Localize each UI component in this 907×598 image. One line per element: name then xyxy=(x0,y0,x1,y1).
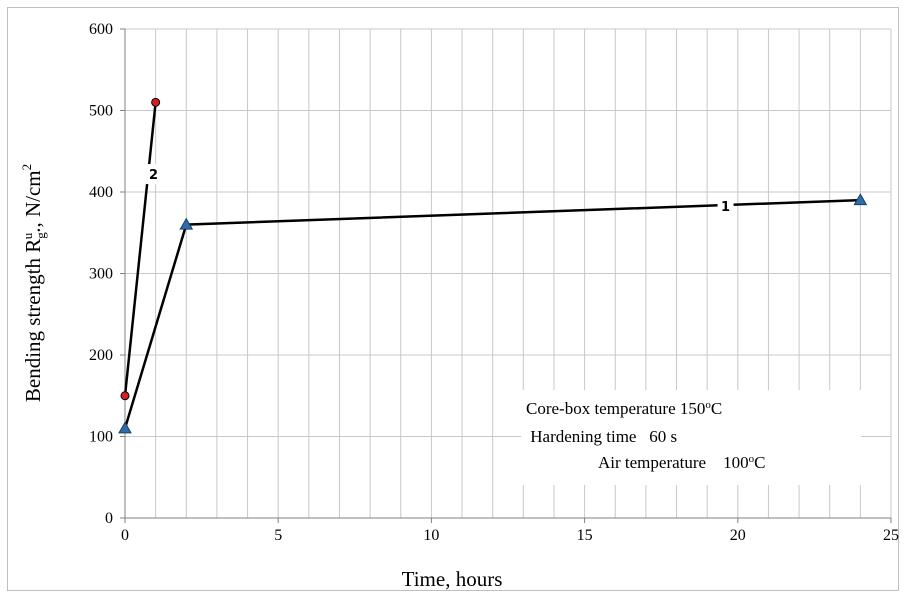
x-tick-label: 25 xyxy=(883,527,899,544)
annotation-line-2: Hardening time 60 s xyxy=(526,427,677,446)
legend-annotation-box: Core-box temperature 150oC Hardening tim… xyxy=(521,390,861,485)
y-axis-label: Bending strength Rgu., N/cm2 xyxy=(19,164,48,402)
annotation-line-3: Air temperature 100oC xyxy=(598,453,765,472)
series-1-label-bg xyxy=(717,195,734,216)
x-tick-label: 10 xyxy=(423,527,439,544)
markers xyxy=(118,97,868,434)
series-1-marker xyxy=(853,193,868,206)
series-2-marker xyxy=(120,391,130,401)
annotation-line-1: Core-box temperature 150oC xyxy=(526,399,722,418)
series-1-label: 1 xyxy=(721,200,730,215)
x-tick-label: 20 xyxy=(730,527,746,544)
x-tick-label: 15 xyxy=(577,527,593,544)
y-tick-label: 0 xyxy=(105,510,113,527)
series-1-marker xyxy=(179,217,194,230)
x-axis-label: Time, hours xyxy=(402,567,503,591)
x-tick-label: 5 xyxy=(274,527,282,544)
y-tick-label: 300 xyxy=(89,266,113,283)
series-2-line xyxy=(123,102,157,396)
series-2-label-bg xyxy=(145,164,162,185)
x-tick-label: 0 xyxy=(121,527,129,544)
series-2-label: 2 xyxy=(149,168,158,183)
series-1-marker xyxy=(118,421,132,434)
tick-labels: 0 100 200 300 400 500 600 0 5 10 15 20 25 xyxy=(89,21,899,544)
y-tick-label: 400 xyxy=(89,184,113,201)
y-tick-label: 500 xyxy=(89,103,113,120)
y-tick-label: 200 xyxy=(89,347,113,364)
y-tick-label: 100 xyxy=(89,429,113,446)
y-tick-label: 600 xyxy=(89,21,113,38)
annotation-box xyxy=(521,390,861,485)
series-2-marker xyxy=(151,97,161,107)
